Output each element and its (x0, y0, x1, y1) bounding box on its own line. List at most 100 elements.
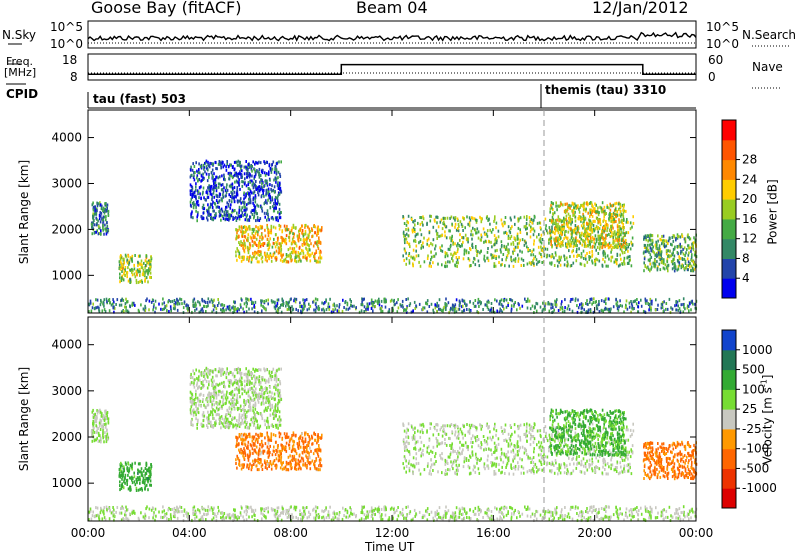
power-cell (245, 192, 247, 196)
power-cell (567, 205, 570, 209)
power-cell (591, 230, 593, 234)
power-cell (126, 259, 128, 263)
power-cell (249, 194, 251, 198)
power-cell (299, 251, 302, 255)
power-cell (128, 259, 130, 263)
power-cell (611, 224, 614, 228)
power-cell (434, 219, 436, 223)
power-cell (549, 207, 552, 211)
power-cell (96, 204, 99, 208)
velocity-cell (239, 450, 241, 454)
power-cell (566, 202, 568, 206)
power-cell (131, 254, 134, 258)
power-cell (519, 306, 521, 310)
power-cell (217, 200, 220, 204)
power-cell (241, 180, 243, 184)
power-cell (455, 261, 458, 265)
power-cell (495, 221, 498, 225)
power-cell (267, 191, 269, 195)
velocity-cell (265, 462, 267, 466)
power-cell (255, 219, 257, 223)
power-cell (313, 308, 315, 312)
velocity-cell (294, 460, 297, 464)
power-cell (659, 250, 662, 254)
power-cell (656, 243, 658, 247)
power-cell (626, 243, 628, 246)
power-cell (589, 236, 592, 240)
power-cell (273, 190, 276, 194)
power-cell (404, 249, 406, 253)
power-cell (459, 220, 462, 224)
velocity-cell (149, 470, 152, 474)
power-cell (603, 299, 605, 303)
power-cell (269, 206, 272, 209)
power-cell (314, 241, 316, 245)
power-cell (590, 226, 592, 229)
noise-sky-tick-top: 10^5 (50, 20, 83, 34)
power-cell (544, 247, 547, 251)
power-cell (244, 234, 246, 238)
power-cell (493, 217, 496, 221)
velocity-cell (93, 426, 95, 430)
velocity-cell (281, 446, 284, 450)
power-cell (294, 298, 297, 302)
power-cell (277, 246, 280, 250)
power-cell (594, 262, 597, 266)
power-cell (213, 209, 215, 213)
power-cell (363, 305, 366, 309)
power-cell (244, 213, 246, 217)
power-cell (564, 306, 566, 309)
power-cell (264, 215, 266, 219)
power-cell (405, 309, 407, 312)
power-cell (487, 239, 490, 243)
power-cell (284, 228, 287, 232)
power-cell (483, 257, 485, 261)
velocity-cell (145, 477, 147, 480)
power-cell (243, 239, 245, 243)
velocity-cell (261, 463, 264, 467)
velocity-cell (127, 487, 130, 491)
power-cell (262, 242, 264, 245)
power-cell (238, 211, 240, 215)
power-cell (260, 252, 262, 256)
power-cell (274, 202, 277, 205)
power-cell (212, 209, 214, 213)
power-cell (105, 227, 108, 231)
power-cell (289, 254, 291, 258)
power-cell (225, 205, 228, 209)
power-cell (233, 309, 236, 313)
power-cell (333, 302, 335, 306)
power-cell (224, 213, 227, 217)
power-cell (688, 246, 690, 250)
power-cell (608, 307, 610, 311)
power-cell (260, 195, 263, 199)
power-cell (253, 303, 256, 307)
power-cell (426, 299, 429, 303)
power-cell (668, 255, 671, 259)
velocity-cell (99, 410, 102, 414)
power-cell (277, 194, 279, 198)
power-cell (147, 272, 149, 276)
power-cell (660, 250, 663, 254)
power-cell (688, 237, 691, 241)
power-cell (210, 213, 212, 217)
power-cell (614, 258, 617, 262)
power-cell (643, 237, 645, 241)
power-cell (502, 304, 504, 308)
velocity-cell (257, 460, 259, 464)
power-cell (302, 232, 304, 236)
power-cell (657, 265, 659, 269)
power-cell (275, 257, 278, 261)
power-cell (531, 221, 533, 225)
power-cell (278, 160, 280, 164)
power-cell (268, 218, 270, 222)
power-cell (525, 218, 528, 222)
power-cell (252, 251, 254, 255)
power-cell (191, 310, 193, 314)
velocity-cell (271, 453, 274, 457)
velocity-cell (143, 469, 145, 473)
power-cell (318, 251, 321, 255)
power-cell (583, 244, 586, 248)
power-cell (137, 270, 139, 274)
power-cell (550, 302, 553, 306)
